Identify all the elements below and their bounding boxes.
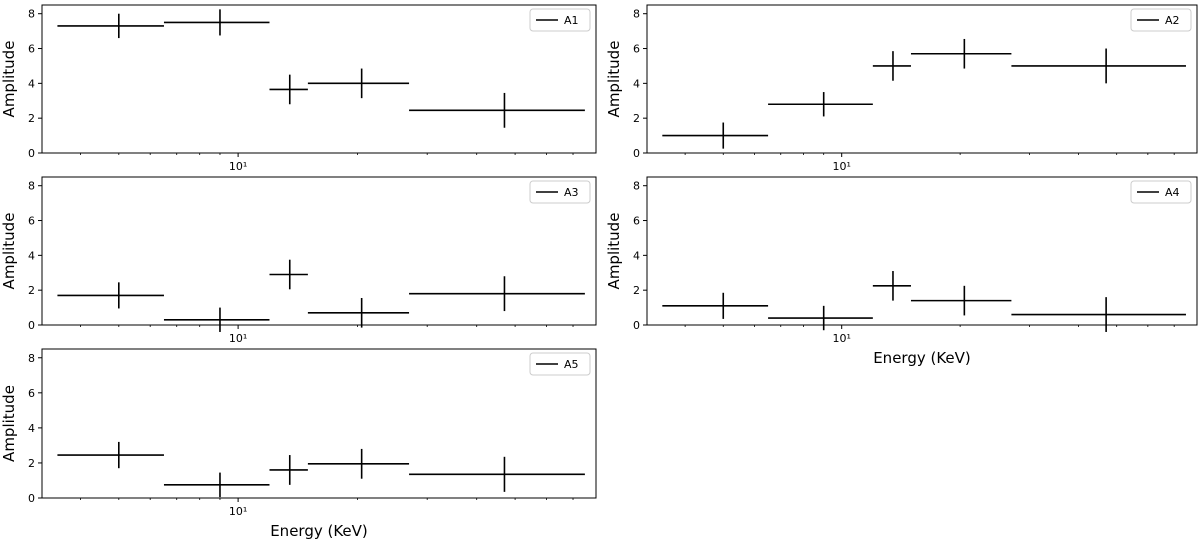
data-point [163, 472, 270, 498]
y-axis-label: Amplitude [605, 41, 623, 118]
legend-label: A5 [564, 358, 579, 371]
legend: A3 [529, 180, 591, 204]
data-point [163, 9, 270, 36]
legend-box [1130, 180, 1192, 204]
y-tick-label: 0 [28, 319, 35, 332]
data-point [409, 276, 585, 312]
legend: A4 [1130, 180, 1192, 204]
data-point [910, 38, 1012, 69]
data-point [307, 68, 410, 99]
data-point [269, 455, 308, 485]
legend-label: A2 [1165, 14, 1180, 27]
y-tick-label: 8 [633, 180, 640, 193]
y-tick-label: 6 [28, 43, 35, 56]
y-tick-label: 4 [633, 249, 640, 262]
y-axis-label: Amplitude [0, 385, 18, 462]
legend: A1 [529, 8, 591, 32]
data-point [910, 285, 1012, 316]
data-point [662, 122, 769, 149]
legend-box [529, 352, 591, 376]
data-point [163, 307, 270, 332]
subplot-a1: 0 2 4 6 8 10¹ Amplitude A1 [0, 4, 597, 173]
legend-box [1130, 8, 1192, 32]
y-tick-label: 8 [633, 8, 640, 21]
legend-label: A4 [1165, 186, 1180, 199]
data-point [409, 92, 585, 128]
y-tick-label: 0 [633, 147, 640, 160]
x-tick-label: 10¹ [229, 505, 247, 518]
data-point [57, 13, 164, 39]
y-tick-label: 2 [28, 284, 35, 297]
subplot-a2: 0 2 4 6 8 10¹ Amplitude A2 [605, 4, 1198, 173]
plot-frame [646, 176, 1198, 326]
data-point [269, 259, 308, 290]
data-point [1011, 297, 1186, 332]
plot-frame [41, 348, 597, 499]
legend-label: A3 [564, 186, 579, 199]
y-tick-label: 6 [633, 43, 640, 56]
y-axis-label: Amplitude [0, 41, 18, 118]
y-axis-label: Amplitude [0, 213, 18, 290]
plot-frame [41, 4, 597, 154]
y-tick-label: 0 [28, 492, 35, 505]
y-tick-label: 2 [28, 112, 35, 125]
plot-frame [41, 176, 597, 326]
data-point [872, 271, 911, 301]
y-axis-label: Amplitude [605, 213, 623, 290]
legend: A5 [529, 352, 591, 376]
x-tick-label: 10¹ [229, 160, 247, 173]
x-tick-label: 10¹ [832, 332, 850, 345]
x-axis-label: Energy (KeV) [270, 522, 368, 540]
y-tick-label: 8 [28, 180, 35, 193]
y-tick-label: 0 [28, 147, 35, 160]
y-tick-label: 6 [633, 215, 640, 228]
data-point [1011, 48, 1186, 84]
data-point [768, 305, 873, 331]
data-point [57, 282, 164, 309]
legend-label: A1 [564, 14, 579, 27]
y-tick-label: 4 [28, 422, 35, 435]
plot-frame [646, 4, 1198, 154]
data-point [307, 298, 410, 328]
data-point [307, 448, 410, 479]
y-tick-label: 4 [633, 77, 640, 90]
data-point [269, 74, 308, 105]
subplot-a5: 0 2 4 6 8 10¹ Amplitude Energy (KeV) A5 [0, 348, 597, 540]
subplot-a3: 0 2 4 6 8 10¹ Amplitude A3 [0, 176, 597, 345]
y-tick-label: 8 [28, 352, 35, 365]
legend-box [529, 8, 591, 32]
legend-box [529, 180, 591, 204]
y-tick-label: 2 [633, 112, 640, 125]
x-tick-label: 10¹ [229, 332, 247, 345]
data-point [409, 456, 585, 492]
y-tick-label: 6 [28, 387, 35, 400]
subplot-a4: 0 2 4 6 8 10¹ Amplitude Energy (KeV) A4 [605, 176, 1198, 367]
y-tick-label: 4 [28, 249, 35, 262]
y-tick-label: 8 [28, 8, 35, 21]
y-tick-label: 6 [28, 215, 35, 228]
x-axis-label: Energy (KeV) [873, 349, 971, 367]
data-point [662, 292, 769, 319]
y-tick-label: 4 [28, 77, 35, 90]
data-point [768, 92, 873, 117]
y-tick-label: 0 [633, 319, 640, 332]
y-tick-label: 2 [28, 457, 35, 470]
y-tick-label: 2 [633, 284, 640, 297]
data-point [57, 441, 164, 469]
legend: A2 [1130, 8, 1192, 32]
x-tick-label: 10¹ [832, 160, 850, 173]
data-point [872, 51, 911, 81]
